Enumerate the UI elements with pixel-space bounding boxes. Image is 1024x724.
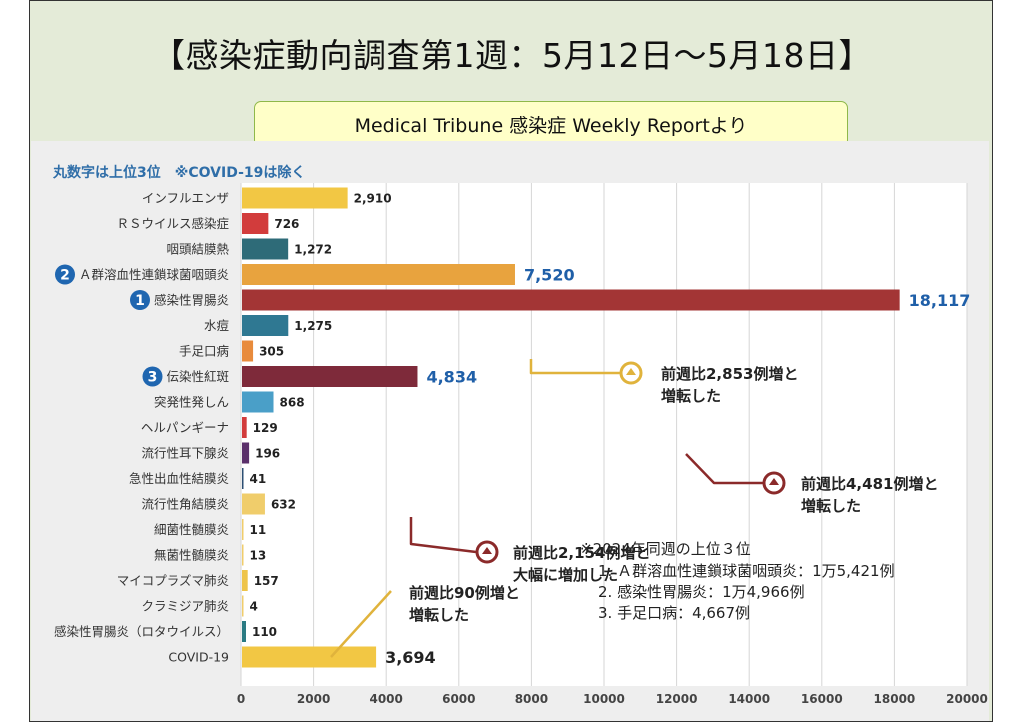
arrow-up-icon-glyph — [769, 478, 779, 485]
x-tick-label: 2000 — [297, 692, 330, 706]
annotation-connector — [409, 517, 477, 554]
category-label: ヘルパンギーナ — [141, 420, 229, 435]
comparison-item: 2. 感染性胃腸炎：1万4,966例 — [598, 583, 805, 601]
bar — [242, 213, 269, 234]
category-label: 流行性角結膜炎 — [141, 497, 229, 512]
category-label: 手足口病 — [179, 344, 229, 359]
annotation-text: 増転した — [409, 606, 469, 624]
category-label: 急性出血性結膜炎 — [129, 471, 229, 486]
bar — [242, 442, 250, 464]
rank-badge — [142, 366, 163, 387]
bar — [242, 238, 289, 260]
value-label: 196 — [255, 447, 280, 461]
x-tick-label: 4000 — [369, 692, 402, 706]
category-label: インフルエンザ — [142, 191, 229, 206]
comparison-item: 1. Ａ群溶血性連鎖球菌咽頭炎：1万5,421例 — [598, 562, 895, 580]
source-subtitle: Medical Tribune 感染症 Weekly Reportより — [254, 101, 848, 147]
category-label: 水痘 — [204, 318, 230, 333]
category-label: 伝染性紅斑 — [166, 369, 229, 384]
category-label: ＲＳウイルス感染症 — [116, 216, 229, 231]
category-label: 流行性耳下腺炎 — [141, 446, 229, 461]
bar — [242, 544, 244, 566]
rank-badge — [130, 290, 150, 310]
bar — [242, 493, 265, 515]
value-label: 11 — [250, 523, 267, 537]
rank-number: 2 — [60, 268, 70, 284]
value-label: 3,694 — [385, 648, 436, 667]
category-label: 無菌性髄膜炎 — [154, 548, 229, 563]
value-label: 110 — [252, 625, 277, 639]
x-tick-label: 8000 — [515, 692, 548, 706]
category-label: 感染性胃腸炎（ロタウイルス） — [54, 624, 229, 639]
value-label: 13 — [250, 549, 267, 563]
annotation-text: 大幅に増加した — [513, 566, 618, 584]
category-label: 細菌性髄膜炎 — [154, 522, 229, 537]
comparison-item: 3. 手足口病：4,667例 — [598, 604, 750, 622]
category-label: 咽頭結膜熱 — [166, 242, 229, 257]
annotation-text: 増転した — [801, 497, 861, 515]
x-tick-label: 0 — [237, 692, 245, 706]
bar — [242, 289, 900, 311]
value-label: 129 — [253, 421, 278, 435]
value-label: 868 — [280, 396, 305, 410]
value-label: 157 — [254, 574, 279, 588]
chart-panel: 丸数字は上位3位 ※COVID-19は除く 0 2000 4000 6000 8000 10… — [31, 141, 989, 721]
x-tick-label: 10000 — [583, 692, 625, 706]
bar — [242, 595, 244, 617]
category-label: 突発性発しん — [154, 395, 229, 410]
value-label: 7,520 — [524, 266, 575, 285]
comparison-heading: ※2024年同週の上位３位 — [580, 540, 751, 558]
value-label: 632 — [271, 498, 296, 512]
annotation-text: 増転した — [661, 387, 721, 405]
value-label: 1,275 — [294, 319, 332, 333]
x-tick-label: 12000 — [656, 692, 698, 706]
x-tick-label: 6000 — [442, 692, 475, 706]
annotation-connector — [330, 590, 392, 658]
bar — [242, 391, 274, 413]
slide-title: 【感染症動向調査第1週：5月12日～5月18日】 — [152, 36, 872, 75]
value-label: 726 — [274, 217, 299, 231]
bar-chart: 丸数字は上位3位 ※COVID-19は除く 0 2000 4000 6000 8000 10… — [52, 164, 988, 706]
x-tick-label: 14000 — [728, 692, 770, 706]
rank-badge — [55, 264, 75, 285]
value-label: 4 — [250, 600, 258, 614]
value-label: 18,117 — [909, 291, 971, 310]
annotation-text: 前週比90例増と — [409, 584, 520, 602]
annotation-connector — [529, 359, 621, 375]
value-label: 305 — [259, 345, 284, 359]
bar — [242, 570, 248, 591]
annotation-text: 前週比4,481例増と — [801, 475, 938, 493]
bar — [242, 315, 289, 336]
category-label: クラミジア肺炎 — [141, 599, 229, 614]
category-label: 感染性胃腸炎 — [154, 293, 229, 308]
rank-number: 3 — [148, 370, 158, 386]
bar — [242, 621, 246, 642]
slide: 【感染症動向調査第1週：5月12日～5月18日】 Medical Tribune… — [29, 0, 993, 722]
bar — [242, 417, 247, 438]
bar — [242, 468, 244, 489]
arrow-up-icon-glyph — [482, 547, 492, 554]
x-tick-label: 16000 — [801, 692, 843, 706]
x-tick-label: 18000 — [874, 692, 916, 706]
bar — [242, 264, 515, 285]
value-label: 2,910 — [354, 192, 392, 206]
annotation-connector — [685, 453, 763, 485]
bar — [242, 187, 348, 209]
bar — [242, 340, 254, 362]
annotation-text: 前週比2,154例増と — [513, 544, 650, 562]
rank-number: 1 — [135, 293, 145, 309]
bar — [242, 366, 418, 387]
category-label: Ａ群溶血性連鎖球菌咽頭炎 — [79, 267, 229, 282]
value-label: 1,272 — [294, 243, 332, 257]
value-label: 41 — [250, 472, 267, 486]
chart-note: 丸数字は上位3位 ※COVID-19は除く — [52, 164, 305, 181]
bar — [242, 646, 377, 668]
bar — [242, 519, 244, 540]
category-label: マイコプラズマ肺炎 — [117, 573, 229, 588]
x-tick-label: 20000 — [946, 692, 988, 706]
value-label: 4,834 — [426, 368, 477, 387]
arrow-up-icon-glyph — [626, 368, 636, 375]
category-label: COVID-19 — [168, 650, 229, 665]
annotation-text: 前週比2,853例増と — [661, 365, 798, 383]
